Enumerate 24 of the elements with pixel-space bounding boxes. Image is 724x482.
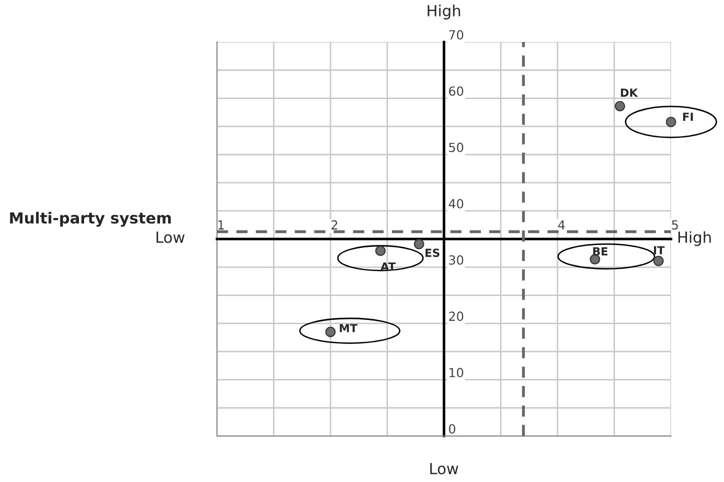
x-tick-label: 5 <box>672 220 678 230</box>
annotation: FI <box>683 112 693 121</box>
annotation: BE <box>593 247 608 256</box>
x-tick-label: 2 <box>331 220 338 230</box>
text: Low <box>430 463 458 474</box>
text: Low <box>156 232 185 244</box>
x-tick-label: 4 <box>558 220 565 230</box>
text: High <box>678 231 711 246</box>
annotation: ES <box>426 248 440 258</box>
y-tick-label: 20 <box>449 312 464 322</box>
x-tick-label: 1 <box>218 220 224 230</box>
y-tick-label: 0 <box>448 424 456 434</box>
annotation: AT <box>380 262 396 271</box>
annotation: IT <box>654 246 665 254</box>
annotation: MT <box>340 324 358 332</box>
y-tick-label: 70 <box>449 30 464 40</box>
y-tick-label: 40 <box>448 198 464 208</box>
y-tick-label: 10 <box>450 368 464 378</box>
y-tick-label: 30 <box>449 255 464 265</box>
text: High <box>428 4 460 20</box>
y-tick-label: 60 <box>449 86 464 96</box>
y-tick-label: 50 <box>449 142 464 152</box>
annotation: DK <box>620 88 638 97</box>
text: Multi-party system <box>10 212 171 227</box>
